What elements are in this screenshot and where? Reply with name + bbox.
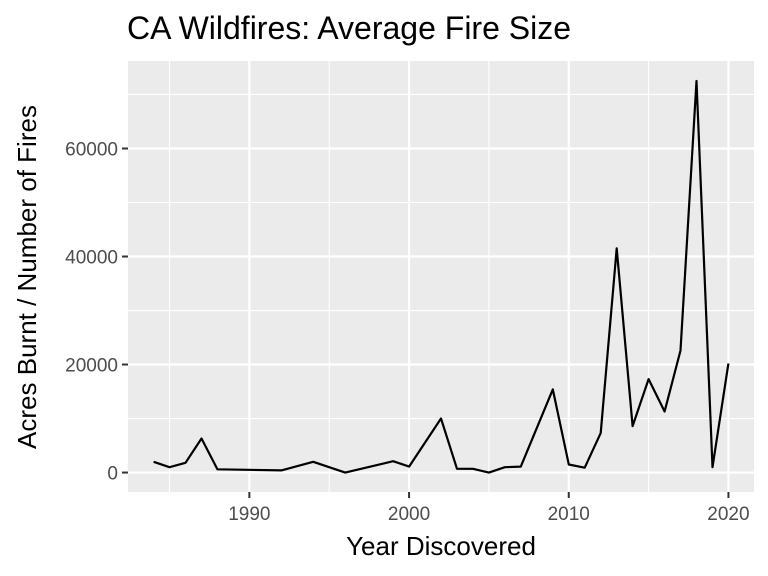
x-tick-label: 2020 [707,504,749,525]
series-line [153,79,730,474]
series-group [153,79,730,474]
tick-labels: 1990 2000 2010 2020 0 20000 40000 60000 [65,139,749,525]
y-tick-label: 0 [107,464,118,485]
y-tick-label: 60000 [65,139,118,160]
x-axis-title: Year Discovered [346,531,536,561]
axis-ticks [122,147,730,498]
plot-panel [128,61,754,492]
y-tick-label: 40000 [65,248,118,269]
x-tick-label: 1990 [228,504,270,525]
x-tick-label: 2010 [548,504,590,525]
grid-major [128,61,754,492]
chart-title: CA Wildfires: Average Fire Size [127,10,571,46]
y-axis-title: Acres Burnt / Number of Fires [12,105,42,449]
y-tick-label: 20000 [65,356,118,377]
x-tick-label: 2000 [388,504,430,525]
